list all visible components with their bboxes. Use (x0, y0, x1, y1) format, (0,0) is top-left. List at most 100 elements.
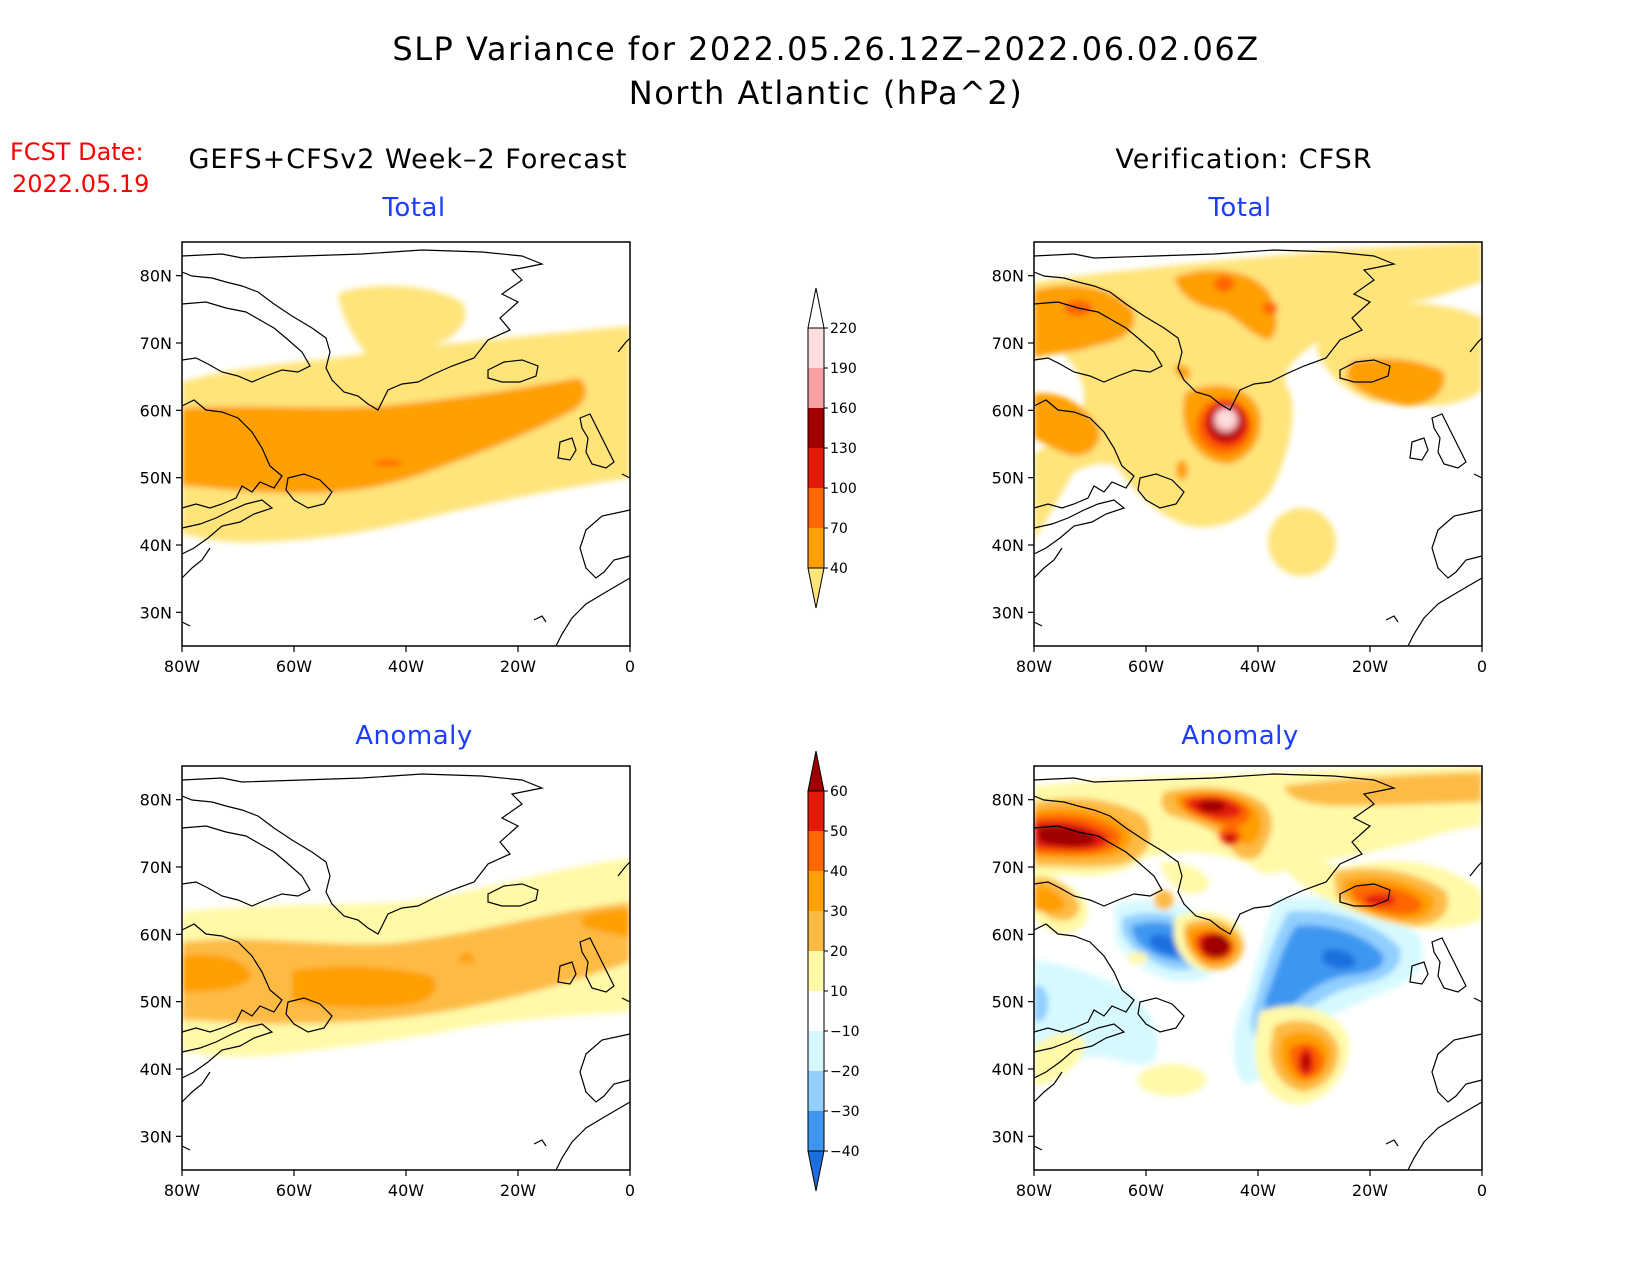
verification-anomaly-fill (1034, 766, 1482, 1105)
forecast-anomaly-title: Anomaly (355, 721, 473, 751)
colorbar-label: 220 (830, 321, 857, 337)
colorbar-label: −20 (830, 1064, 860, 1080)
lon-tick-label: 60W (1128, 657, 1164, 676)
lon-tick-label: 60W (1128, 1181, 1164, 1200)
lon-tick-label: 80W (1016, 1181, 1052, 1200)
colorbar-top-arrow (807, 287, 825, 329)
colorbar-swatch (808, 528, 824, 568)
colorbar-swatch (808, 1031, 824, 1071)
lat-tick-label: 60N (992, 401, 1024, 420)
colorbar-top-arrow (807, 750, 825, 792)
lat-tick-label: 70N (992, 334, 1024, 353)
fcst-date: 2022.05.19 (12, 170, 149, 198)
lon-tick-label: 20W (500, 1181, 536, 1200)
colorbar-label: 190 (830, 361, 857, 377)
lon-tick-label: 20W (1352, 1181, 1388, 1200)
colorbar-label: −10 (830, 1024, 860, 1040)
colorbar-label: 30 (830, 904, 848, 920)
lon-tick-label: 40W (388, 657, 424, 676)
lat-tick-label: 60N (140, 925, 172, 944)
colorbar-swatch (808, 488, 824, 528)
lat-tick-label: 30N (992, 1127, 1024, 1146)
colorbar-anomaly: 60 50 40 30 20 10 −10 −20 −30 −40 (807, 750, 860, 1192)
colorbar-swatch (808, 328, 824, 368)
lat-tick-label: 40N (992, 536, 1024, 555)
colorbar-label: −30 (830, 1104, 860, 1120)
colorbar-swatch (808, 448, 824, 488)
lon-tick-label: 20W (500, 657, 536, 676)
colorbar-bottom-arrow (807, 567, 825, 609)
verification-total-fill (1034, 242, 1482, 576)
lon-tick-label: 0 (1477, 657, 1487, 676)
colorbar-label: 10 (830, 984, 848, 1000)
map-axes: 80N 70N 60N 50N 40N 30N 80W 60W 40W 20W 0 80N 70N 60N… (140, 267, 1487, 1200)
colorbar-swatch (808, 1071, 824, 1111)
forecast-total-map (181, 241, 631, 647)
lat-tick-label: 70N (140, 858, 172, 877)
lon-tick-label: 40W (1240, 657, 1276, 676)
lat-tick-label: 50N (992, 993, 1024, 1012)
colorbar-swatch (808, 871, 824, 911)
colorbar-label: 100 (830, 481, 857, 497)
colorbar-total: 220 190 160 130 100 70 40 (807, 287, 857, 609)
forecast-header: GEFS+CFSv2 Week–2 Forecast (188, 144, 627, 175)
verification-anomaly-title: Anomaly (1181, 721, 1299, 751)
lat-tick-label: 30N (140, 1127, 172, 1146)
colorbar-swatch (808, 791, 824, 831)
verification-total-title: Total (1207, 193, 1271, 223)
lon-tick-label: 40W (1240, 1181, 1276, 1200)
lat-tick-label: 40N (140, 536, 172, 555)
verification-anomaly-map (1033, 765, 1483, 1171)
colorbar-label: 160 (830, 401, 857, 417)
colorbar-label: 20 (830, 944, 848, 960)
lat-tick-label: 70N (140, 334, 172, 353)
verification-header: Verification: CFSR (1115, 144, 1372, 175)
lat-tick-label: 30N (140, 603, 172, 622)
colorbar-label: −40 (830, 1144, 860, 1160)
lat-tick-label: 50N (140, 993, 172, 1012)
lon-tick-label: 60W (276, 657, 312, 676)
lon-tick-label: 60W (276, 1181, 312, 1200)
colorbar-label: 50 (830, 824, 848, 840)
forecast-anomaly-fill (182, 858, 630, 1057)
forecast-anomaly-map (181, 765, 631, 1171)
colorbar-label: 60 (830, 784, 848, 800)
lat-tick-label: 60N (140, 401, 172, 420)
lon-tick-label: 0 (625, 1181, 635, 1200)
lat-tick-label: 80N (992, 791, 1024, 810)
lat-tick-label: 80N (140, 267, 172, 286)
fcst-label: FCST Date: (10, 138, 144, 166)
forecast-total-title: Total (381, 193, 445, 223)
lat-tick-label: 50N (140, 469, 172, 488)
colorbar-swatch (808, 831, 824, 871)
verification-total-map (1033, 241, 1483, 647)
colorbar-label: 40 (830, 561, 848, 577)
lon-tick-label: 80W (1016, 657, 1052, 676)
colorbar-swatch (808, 408, 824, 448)
lon-tick-label: 0 (1477, 1181, 1487, 1200)
colorbar-label: 70 (830, 521, 848, 537)
colorbar-swatch (808, 951, 824, 991)
figure-title: SLP Variance for 2022.05.26.12Z–2022.06.… (392, 30, 1259, 68)
colorbar-swatch (808, 368, 824, 408)
lat-tick-label: 60N (992, 925, 1024, 944)
colorbar-label: 130 (830, 441, 857, 457)
lon-tick-label: 80W (164, 657, 200, 676)
lat-tick-label: 30N (992, 603, 1024, 622)
lat-tick-label: 70N (992, 858, 1024, 877)
lat-tick-label: 40N (992, 1060, 1024, 1079)
lon-tick-label: 20W (1352, 657, 1388, 676)
lat-tick-label: 80N (140, 791, 172, 810)
colorbar-swatch (808, 991, 824, 1031)
colorbar-bottom-arrow (807, 1150, 825, 1192)
forecast-total-fill (182, 285, 630, 543)
lat-tick-label: 50N (992, 469, 1024, 488)
lon-tick-label: 40W (388, 1181, 424, 1200)
lat-tick-label: 40N (140, 1060, 172, 1079)
colorbar-swatch (808, 911, 824, 951)
lat-tick-label: 80N (992, 267, 1024, 286)
figure-subtitle: North Atlantic (hPa^2) (629, 74, 1023, 112)
colorbar-swatch (808, 1111, 824, 1151)
colorbar-label: 40 (830, 864, 848, 880)
